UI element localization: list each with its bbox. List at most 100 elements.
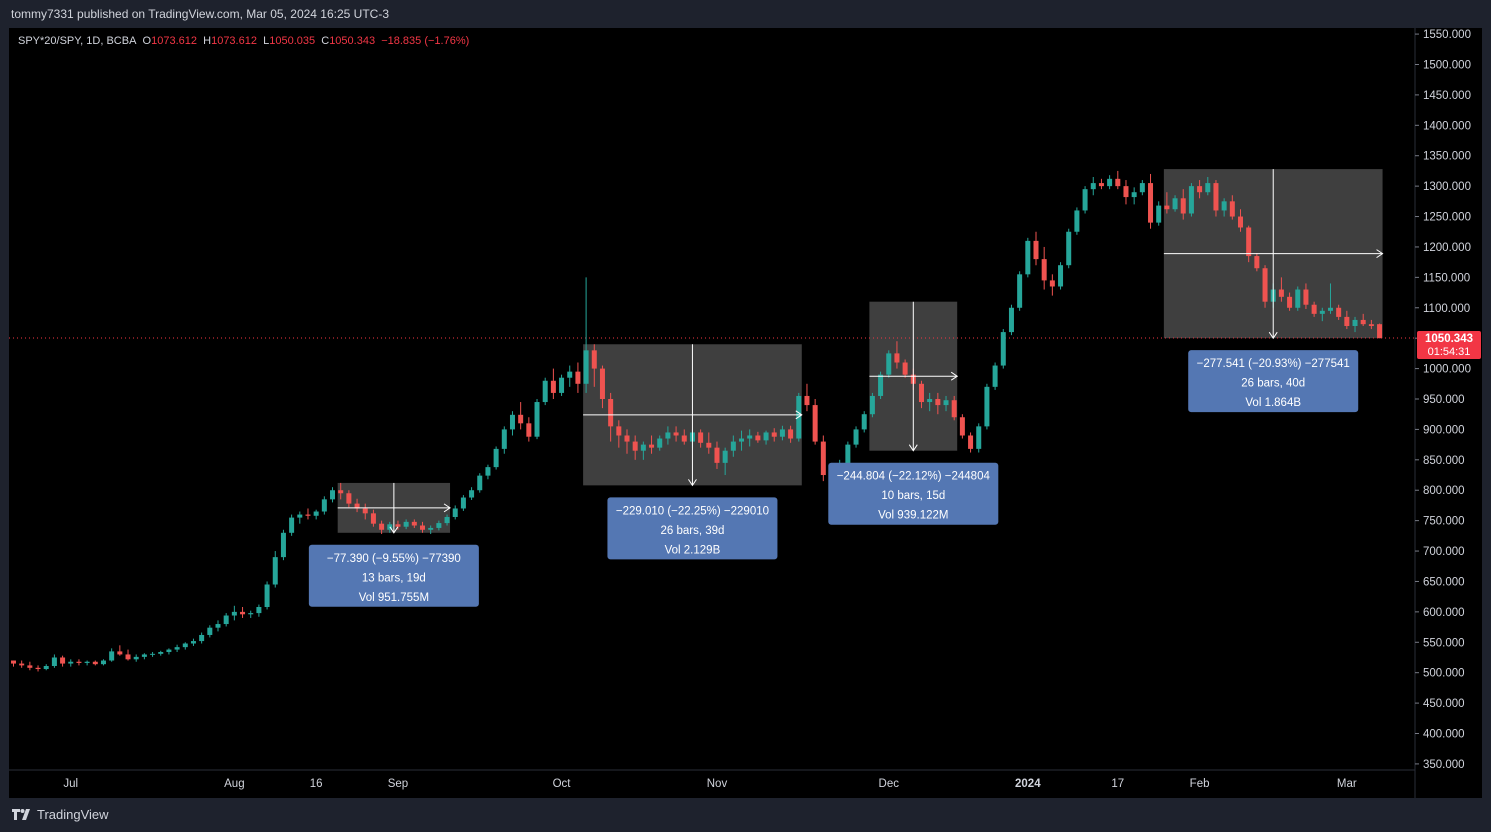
candle-body[interactable] bbox=[812, 405, 818, 442]
candle-body[interactable] bbox=[1246, 227, 1252, 257]
candle-body[interactable] bbox=[166, 649, 172, 653]
candle-body[interactable] bbox=[984, 386, 990, 427]
candle-body[interactable] bbox=[117, 651, 123, 655]
candle-body[interactable] bbox=[657, 438, 663, 448]
candle-body[interactable] bbox=[1107, 178, 1113, 187]
candle-body[interactable] bbox=[649, 444, 655, 448]
candle-body[interactable] bbox=[1344, 316, 1350, 327]
candle-body[interactable] bbox=[1278, 289, 1284, 297]
candle-body[interactable] bbox=[43, 665, 49, 670]
candle-body[interactable] bbox=[248, 613, 254, 615]
candle-body[interactable] bbox=[1368, 324, 1374, 327]
candle-body[interactable] bbox=[935, 399, 941, 406]
candle-body[interactable] bbox=[215, 624, 221, 628]
candle-body[interactable] bbox=[1074, 210, 1080, 232]
candle-body[interactable] bbox=[452, 508, 458, 517]
symbol-label[interactable]: SPY*20/SPY, 1D, BCBA bbox=[18, 35, 137, 47]
candle-body[interactable] bbox=[771, 432, 777, 437]
candle-body[interactable] bbox=[1123, 186, 1129, 198]
candle-body[interactable] bbox=[1049, 280, 1055, 287]
candle-body[interactable] bbox=[730, 441, 736, 451]
candle-body[interactable] bbox=[469, 490, 475, 498]
candle-body[interactable] bbox=[902, 362, 908, 375]
candle-body[interactable] bbox=[591, 350, 597, 369]
candle-body[interactable] bbox=[1336, 307, 1342, 317]
candle-body[interactable] bbox=[804, 395, 810, 406]
candle-body[interactable] bbox=[411, 521, 417, 526]
candle-body[interactable] bbox=[1327, 307, 1333, 311]
candle-body[interactable] bbox=[894, 353, 900, 363]
candle-body[interactable] bbox=[1303, 289, 1309, 305]
candle-body[interactable] bbox=[68, 661, 74, 664]
candle-body[interactable] bbox=[1115, 178, 1121, 187]
candle-body[interactable] bbox=[976, 426, 982, 449]
candle-body[interactable] bbox=[755, 435, 761, 441]
candle-body[interactable] bbox=[1221, 201, 1227, 211]
candle-body[interactable] bbox=[223, 615, 229, 625]
candle-body[interactable] bbox=[673, 432, 679, 436]
candle-body[interactable] bbox=[1254, 256, 1260, 269]
candle-body[interactable] bbox=[927, 399, 933, 403]
candle-body[interactable] bbox=[199, 634, 205, 642]
candle-body[interactable] bbox=[1164, 205, 1170, 210]
candle-body[interactable] bbox=[264, 584, 270, 608]
candle-body[interactable] bbox=[886, 353, 892, 375]
candle-body[interactable] bbox=[681, 435, 687, 442]
candle-body[interactable] bbox=[951, 400, 957, 418]
candle-body[interactable] bbox=[608, 399, 614, 427]
candle-body[interactable] bbox=[35, 667, 41, 670]
candle-body[interactable] bbox=[1148, 183, 1154, 223]
chart-frame[interactable]: 350.000 400.000 450.000 500.000 550.000 600.0… bbox=[9, 28, 1482, 798]
candle-body[interactable] bbox=[739, 438, 745, 442]
candle-body[interactable] bbox=[665, 432, 671, 439]
candle-body[interactable] bbox=[640, 444, 646, 451]
candle-body[interactable] bbox=[1205, 183, 1211, 193]
candle-body[interactable] bbox=[60, 657, 66, 664]
candle-body[interactable] bbox=[370, 513, 376, 524]
candle-body[interactable] bbox=[845, 444, 851, 465]
candle-body[interactable] bbox=[1033, 240, 1039, 260]
candle-body[interactable] bbox=[1131, 192, 1137, 198]
candle-body[interactable] bbox=[722, 450, 728, 463]
candle-body[interactable] bbox=[624, 435, 630, 442]
candle-body[interactable] bbox=[1262, 268, 1268, 302]
candle-body[interactable] bbox=[150, 653, 156, 655]
candle-body[interactable] bbox=[853, 429, 859, 445]
candle-body[interactable] bbox=[534, 402, 540, 437]
candle-body[interactable] bbox=[861, 414, 867, 430]
candle-body[interactable] bbox=[477, 475, 483, 491]
candle-body[interactable] bbox=[346, 493, 352, 504]
candle-body[interactable] bbox=[1058, 265, 1064, 287]
candle-body[interactable] bbox=[256, 607, 262, 614]
candle-body[interactable] bbox=[559, 377, 565, 393]
candle-body[interactable] bbox=[485, 467, 491, 476]
candle-body[interactable] bbox=[714, 447, 720, 463]
measure-label-box[interactable] bbox=[308, 544, 479, 607]
candle-body[interactable] bbox=[1213, 183, 1219, 211]
candle-body[interactable] bbox=[1090, 183, 1096, 190]
candle-body[interactable] bbox=[27, 665, 33, 668]
candle-body[interactable] bbox=[747, 435, 753, 439]
candle-body[interactable] bbox=[1017, 274, 1023, 308]
candle-body[interactable] bbox=[240, 611, 246, 615]
candle-body[interactable] bbox=[1287, 296, 1293, 308]
candle-body[interactable] bbox=[182, 643, 188, 648]
candle-body[interactable] bbox=[1229, 201, 1235, 217]
candle-body[interactable] bbox=[11, 660, 16, 664]
candle-body[interactable] bbox=[174, 647, 180, 650]
candle-body[interactable] bbox=[330, 490, 336, 500]
candle-body[interactable] bbox=[542, 380, 548, 403]
candle-body[interactable] bbox=[444, 516, 450, 524]
candle-body[interactable] bbox=[616, 426, 622, 436]
candle-body[interactable] bbox=[1295, 289, 1301, 308]
candle-body[interactable] bbox=[1098, 183, 1104, 187]
candle-body[interactable] bbox=[190, 641, 196, 644]
candle-body[interactable] bbox=[1082, 189, 1088, 211]
candle-body[interactable] bbox=[1066, 231, 1072, 266]
candle-body[interactable] bbox=[599, 368, 605, 399]
candle-body[interactable] bbox=[305, 514, 311, 516]
candle-body[interactable] bbox=[297, 514, 303, 518]
candle-body[interactable] bbox=[820, 441, 826, 476]
candle-body[interactable] bbox=[1180, 198, 1186, 214]
candle-body[interactable] bbox=[1188, 186, 1194, 214]
